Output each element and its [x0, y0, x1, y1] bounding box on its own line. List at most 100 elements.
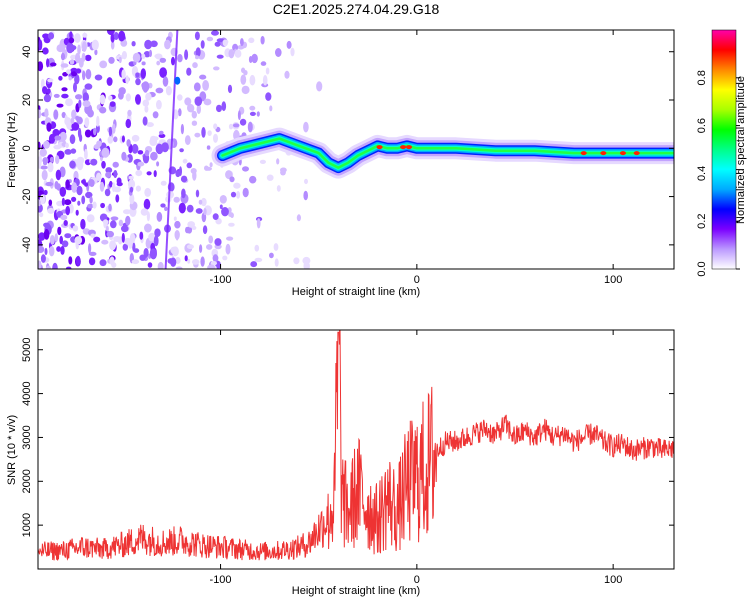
noise-speckle — [38, 232, 46, 241]
colorbar — [711, 29, 737, 270]
noise-speckle — [107, 136, 114, 144]
noise-speckle — [276, 185, 281, 192]
noise-speckle — [186, 244, 194, 250]
noise-speckle — [192, 62, 198, 69]
y-tick-label: 4000 — [21, 381, 33, 405]
noise-speckle — [99, 60, 108, 69]
noise-speckle — [38, 61, 44, 72]
y-tick-label: 0 — [21, 145, 33, 151]
noise-speckle — [266, 174, 274, 181]
noise-speckle — [135, 170, 143, 177]
noise-speckle — [93, 127, 97, 136]
noise-speckle — [101, 160, 106, 169]
x-tick-label: 100 — [604, 274, 622, 286]
noise-speckle — [84, 117, 90, 128]
noise-speckle — [274, 258, 279, 267]
noise-speckle — [81, 179, 86, 184]
noise-speckle — [104, 188, 111, 197]
x-tick-label: -100 — [210, 574, 232, 586]
noise-speckle — [209, 162, 213, 168]
noise-speckle — [82, 32, 88, 38]
noise-speckle — [101, 239, 109, 245]
noise-speckle — [144, 105, 149, 113]
noise-speckle — [196, 104, 201, 115]
noise-speckle — [174, 220, 181, 229]
noise-speckle — [65, 98, 73, 107]
noise-speckle — [131, 41, 136, 47]
y-tick-label: 40 — [21, 46, 33, 58]
noise-speckle — [249, 175, 257, 184]
noise-speckle — [121, 225, 129, 233]
noise-speckle — [286, 40, 292, 49]
noise-speckle — [210, 261, 217, 266]
noise-speckle — [116, 182, 123, 187]
bottom-y-axis-label: SNR (10 * v/v) — [6, 415, 18, 485]
noise-speckle — [82, 70, 86, 81]
noise-speckle — [216, 38, 225, 43]
noise-speckle — [109, 256, 115, 266]
noise-speckle — [159, 57, 167, 63]
colorbar-tick-label: 0.4 — [696, 166, 708, 181]
ridge-hotspot — [633, 151, 640, 156]
noise-speckle — [177, 54, 183, 63]
noise-speckle — [276, 158, 280, 165]
noise-speckle — [200, 40, 205, 49]
noise-speckle — [181, 188, 186, 199]
noise-speckle — [133, 248, 140, 253]
noise-speckle — [112, 123, 116, 134]
ridge-hotspot — [600, 151, 607, 156]
noise-speckle — [161, 142, 169, 153]
noise-speckle — [230, 191, 237, 198]
noise-speckle — [84, 182, 89, 187]
noise-speckle — [229, 176, 235, 183]
noise-speckle — [99, 94, 106, 105]
y-tick-label: 3000 — [21, 425, 33, 449]
noise-speckle — [44, 108, 49, 118]
noise-speckle — [77, 200, 81, 206]
noise-speckle — [214, 238, 222, 246]
noise-speckle — [125, 215, 131, 226]
noise-speckle — [173, 196, 180, 203]
noise-speckle — [194, 31, 200, 41]
bottom-x-axis-label: Height of straight line (km) — [292, 585, 420, 597]
noise-speckle — [227, 84, 233, 94]
noise-speckle — [131, 134, 140, 142]
noise-speckle — [180, 175, 188, 183]
noise-speckle — [254, 244, 260, 252]
noise-speckle — [68, 76, 72, 81]
noise-speckle — [170, 257, 177, 267]
noise-speckle — [112, 161, 119, 168]
noise-speckle — [135, 78, 141, 86]
noise-speckle — [178, 202, 186, 214]
noise-speckle — [107, 30, 115, 36]
noise-speckle — [232, 123, 240, 128]
noise-speckle — [65, 179, 70, 189]
noise-speckle — [109, 240, 117, 251]
noise-speckle — [156, 99, 162, 110]
noise-speckle — [180, 123, 184, 135]
noise-speckle — [144, 149, 150, 157]
noise-speckle — [99, 259, 107, 267]
noise-speckle — [200, 197, 207, 207]
noise-speckle — [74, 236, 83, 245]
noise-speckle — [121, 135, 125, 143]
noise-speckle — [60, 52, 66, 61]
noise-speckle — [155, 87, 164, 94]
noise-speckle — [108, 203, 112, 212]
x-tick-label: 100 — [604, 574, 622, 586]
noise-speckle — [265, 92, 272, 101]
noise-speckle — [74, 33, 81, 43]
noise-speckle — [88, 243, 92, 254]
noise-speckle — [139, 254, 146, 261]
noise-speckle — [158, 133, 166, 138]
noise-speckle — [162, 76, 169, 87]
noise-speckle — [191, 120, 198, 126]
noise-speckle — [125, 75, 129, 85]
noise-speckle — [185, 226, 190, 234]
noise-speckle — [63, 220, 68, 226]
bottom-y-axis: 1000 2000 3000 4000 5000 — [21, 337, 674, 537]
noise-speckle — [65, 266, 72, 269]
noise-speckle — [175, 257, 181, 264]
noise-speckle — [75, 68, 82, 74]
noise-speckle — [96, 115, 100, 127]
